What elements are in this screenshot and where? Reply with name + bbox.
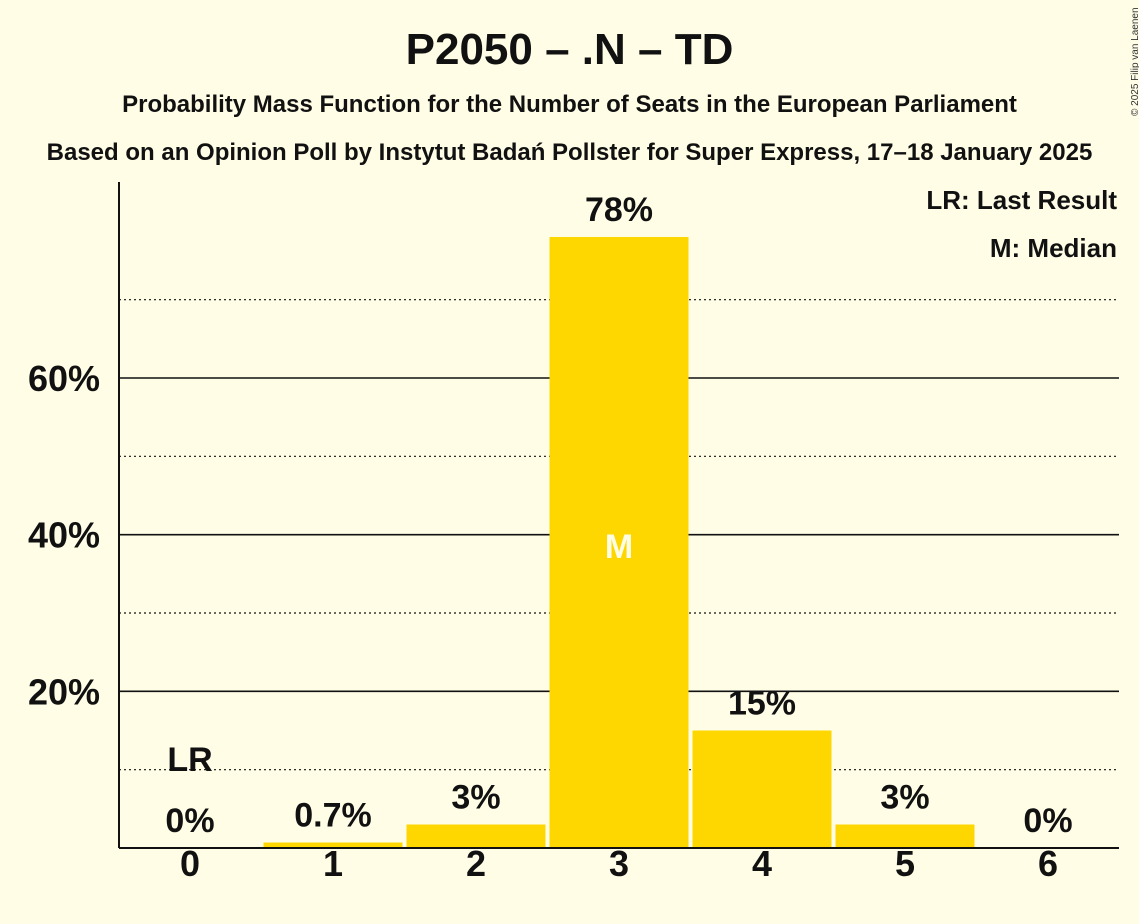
bar-5 [835, 824, 975, 848]
x-tick-label: 4 [752, 843, 772, 884]
x-tick-label: 6 [1038, 843, 1058, 884]
data-label: 0% [1023, 802, 1072, 840]
data-label: 15% [728, 685, 796, 723]
bar-4 [692, 730, 832, 848]
median-marker: M [605, 528, 633, 566]
x-tick-label: 3 [609, 843, 629, 884]
x-tick-label: 2 [466, 843, 486, 884]
legend-last-result: LR: Last Result [926, 185, 1117, 215]
axes [118, 182, 1119, 849]
data-label: 78% [585, 191, 653, 229]
y-tick-label: 20% [28, 671, 100, 712]
bar-2 [406, 824, 546, 848]
legend-median: M: Median [990, 233, 1117, 263]
y-tick-label: 60% [28, 358, 100, 399]
data-label: 3% [880, 779, 929, 817]
data-label: 3% [451, 779, 500, 817]
x-tick-label: 0 [180, 843, 200, 884]
bars [263, 237, 975, 848]
last-result-marker: LR [167, 741, 212, 779]
x-tick-label: 1 [323, 843, 343, 884]
bar-3 [549, 237, 689, 848]
chart-subtitle: Probability Mass Function for the Number… [122, 91, 1017, 118]
chart-source-line: Based on an Opinion Poll by Instytut Bad… [46, 139, 1093, 166]
x-tick-label: 5 [895, 843, 915, 884]
chart-title: P2050 – .N – TD [405, 25, 734, 74]
data-label: 0.7% [294, 797, 372, 835]
bar-1 [263, 842, 403, 848]
data-label: 0% [165, 802, 214, 840]
y-tick-label: 40% [28, 515, 100, 556]
